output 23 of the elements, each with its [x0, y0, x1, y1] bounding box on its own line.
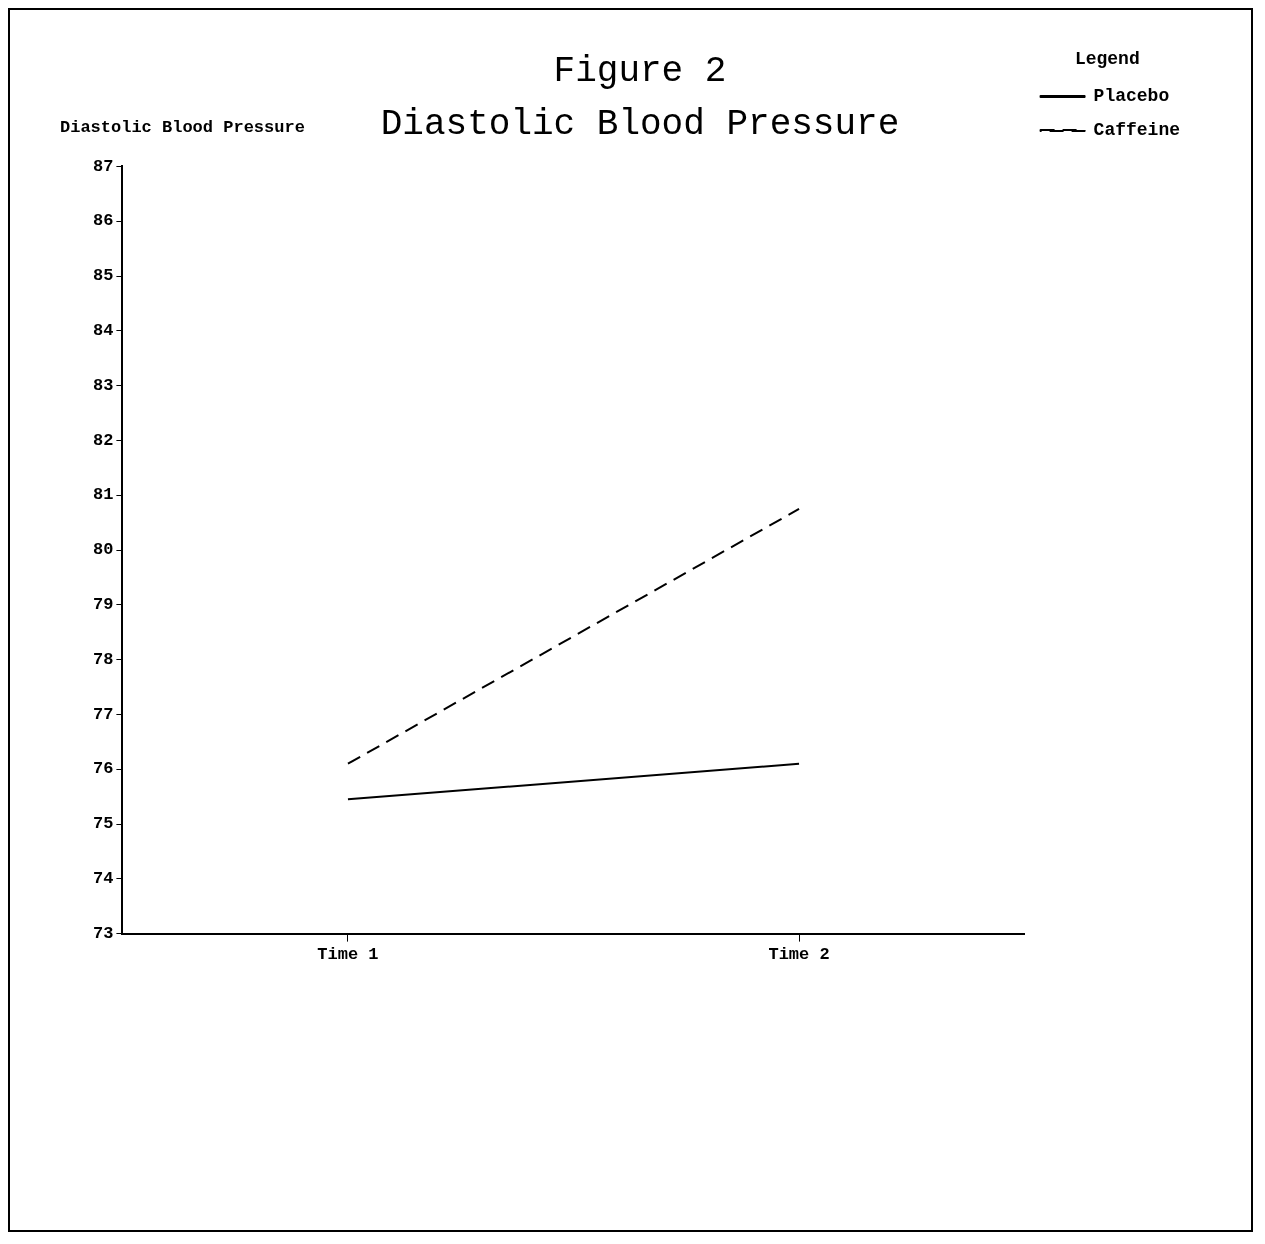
legend-label: Placebo	[1093, 86, 1170, 107]
x-tick-label: Time 1	[317, 945, 379, 965]
legend-title: Legend	[1074, 48, 1140, 69]
y-tick-label: 75	[93, 814, 114, 834]
y-tick-label: 81	[93, 485, 114, 505]
y-tick-label: 74	[93, 869, 114, 889]
x-tick-label: Time 2	[768, 945, 830, 965]
y-tick-label: 73	[93, 923, 114, 943]
y-tick-label: 87	[93, 156, 114, 176]
y-tick-label: 86	[93, 211, 114, 231]
y-tick-label: 84	[93, 321, 114, 341]
chart-subtitle: Diastolic Blood Pressure	[380, 104, 900, 146]
legend-label: Caffeine	[1093, 120, 1181, 141]
y-tick-label: 79	[93, 595, 114, 615]
y-tick-label: 76	[93, 759, 114, 779]
chart-title: Figure 2	[553, 51, 727, 93]
y-axis-title: Diastolic Blood Pressure	[60, 118, 305, 138]
y-tick-label: 82	[93, 430, 114, 450]
y-tick-label: 78	[93, 649, 114, 669]
y-tick-label: 83	[93, 375, 114, 395]
y-tick-label: 77	[93, 704, 114, 724]
y-tick-label: 85	[93, 266, 114, 286]
y-tick-label: 80	[93, 540, 114, 560]
